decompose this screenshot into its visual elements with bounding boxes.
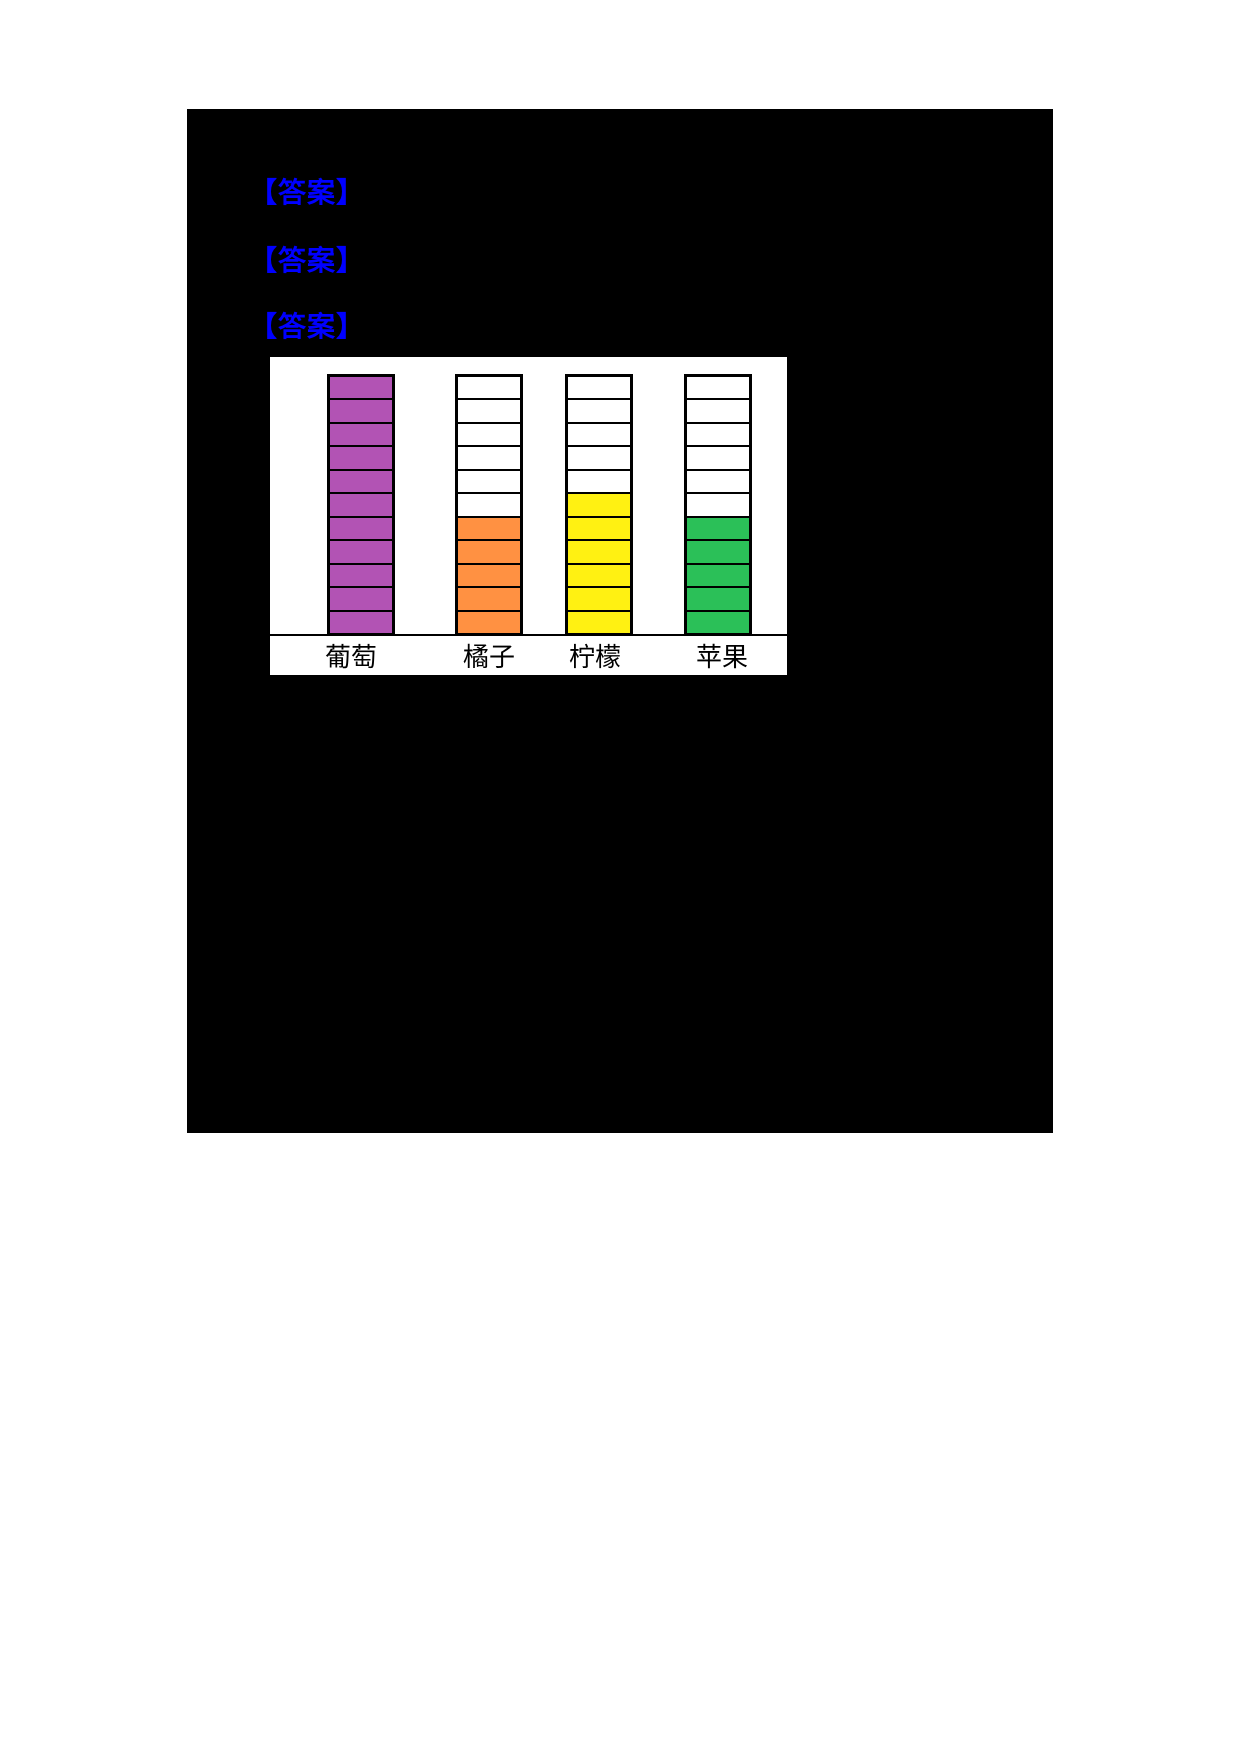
filled-grid-cell: [330, 423, 392, 448]
filled-grid-cell: [330, 377, 392, 401]
filled-grid-cell: [330, 494, 392, 518]
empty-grid-cell: [568, 423, 630, 448]
category-label-4: 苹果: [695, 642, 748, 672]
filled-grid-cell: [458, 517, 520, 542]
filled-grid-cell: [458, 611, 520, 633]
empty-grid-cell: [568, 470, 630, 495]
filled-grid-cell: [687, 588, 749, 612]
bar-column-1: [327, 374, 395, 636]
filled-grid-cell: [568, 564, 630, 589]
empty-grid-cell: [687, 494, 749, 518]
filled-grid-cell: [330, 588, 392, 612]
filled-grid-cell: [330, 470, 392, 495]
bar-column-4: [684, 374, 752, 636]
filled-grid-cell: [687, 541, 749, 565]
empty-grid-cell: [687, 377, 749, 401]
bar-chart-panel: 葡萄 橘子 柠檬 苹果: [270, 357, 787, 675]
empty-grid-cell: [458, 470, 520, 495]
empty-grid-cell: [568, 447, 630, 471]
category-label-1: 葡萄: [324, 642, 377, 672]
bar-column-2: [455, 374, 523, 636]
filled-grid-cell: [330, 611, 392, 633]
filled-grid-cell: [687, 517, 749, 542]
filled-grid-cell: [458, 588, 520, 612]
category-label-2: 橘子: [462, 642, 515, 672]
empty-grid-cell: [687, 423, 749, 448]
empty-grid-cell: [458, 423, 520, 448]
answer-label-1: 【答案】: [249, 177, 366, 208]
filled-grid-cell: [458, 541, 520, 565]
filled-grid-cell: [330, 564, 392, 589]
answer-label-2: 【答案】: [249, 245, 366, 276]
filled-grid-cell: [568, 588, 630, 612]
filled-grid-cell: [568, 517, 630, 542]
answer-label-3: 【答案】: [249, 311, 366, 342]
empty-grid-cell: [458, 447, 520, 471]
empty-grid-cell: [458, 377, 520, 401]
category-label-3: 柠檬: [568, 642, 621, 672]
filled-grid-cell: [330, 447, 392, 471]
filled-grid-cell: [687, 611, 749, 633]
bar-column-3: [565, 374, 633, 636]
filled-grid-cell: [458, 564, 520, 589]
empty-grid-cell: [458, 494, 520, 518]
filled-grid-cell: [568, 541, 630, 565]
filled-grid-cell: [568, 611, 630, 633]
filled-grid-cell: [568, 494, 630, 518]
empty-grid-cell: [568, 377, 630, 401]
filled-grid-cell: [330, 400, 392, 424]
filled-grid-cell: [330, 517, 392, 542]
empty-grid-cell: [568, 400, 630, 424]
empty-grid-cell: [687, 470, 749, 495]
chart-baseline: [270, 634, 787, 636]
answer-section-background: 【答案】 【答案】 【答案】 葡萄 橘子 柠檬 苹果: [187, 109, 1053, 1133]
filled-grid-cell: [687, 564, 749, 589]
empty-grid-cell: [458, 400, 520, 424]
empty-grid-cell: [687, 400, 749, 424]
filled-grid-cell: [330, 541, 392, 565]
empty-grid-cell: [687, 447, 749, 471]
